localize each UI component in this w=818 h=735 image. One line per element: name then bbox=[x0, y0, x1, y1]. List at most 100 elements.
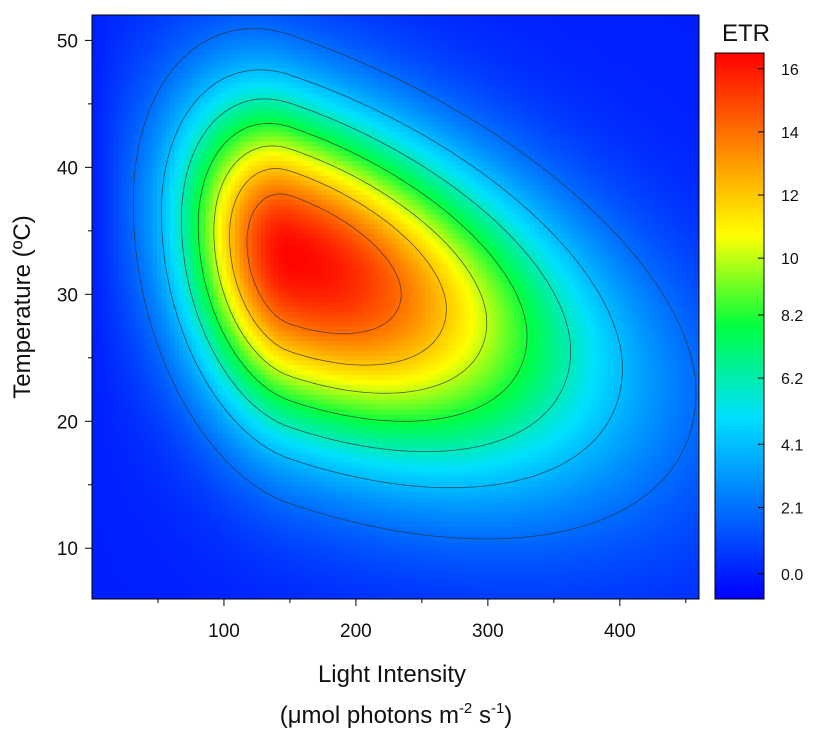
heatmap-cell bbox=[170, 165, 175, 172]
heatmap-cell bbox=[256, 345, 262, 352]
heatmap-cell bbox=[135, 302, 141, 308]
heatmap-cell bbox=[157, 564, 162, 571]
heatmap-cell bbox=[226, 433, 232, 439]
heatmap-cell bbox=[248, 404, 254, 410]
heatmap-cell bbox=[248, 394, 254, 401]
heatmap-cell bbox=[105, 516, 110, 522]
heatmap-cell bbox=[217, 258, 223, 264]
heatmap-cell bbox=[144, 564, 149, 571]
heatmap-cell bbox=[148, 545, 154, 551]
heatmap-cell bbox=[122, 204, 128, 211]
heatmap-cell bbox=[187, 579, 193, 585]
heatmap-cell bbox=[230, 365, 236, 371]
heatmap-cell bbox=[187, 243, 193, 250]
heatmap-cell bbox=[92, 268, 97, 274]
heatmap-cell bbox=[265, 336, 271, 342]
heatmap-cell bbox=[269, 204, 275, 211]
heatmap-cell bbox=[135, 418, 141, 425]
heatmap-cell bbox=[92, 555, 97, 561]
heatmap-cell bbox=[92, 253, 97, 259]
heatmap-cell bbox=[109, 555, 115, 561]
heatmap-cell bbox=[126, 234, 132, 240]
heatmap-cell bbox=[239, 414, 245, 420]
heatmap-cell bbox=[152, 545, 158, 551]
heatmap-cell bbox=[183, 136, 188, 143]
heatmap-cell bbox=[226, 258, 232, 264]
heatmap-cell bbox=[252, 423, 258, 430]
heatmap-cell bbox=[165, 44, 171, 50]
heatmap-cell bbox=[204, 579, 210, 585]
heatmap-cell bbox=[113, 195, 119, 201]
heatmap-cell bbox=[165, 555, 171, 561]
heatmap-cell bbox=[105, 443, 110, 449]
heatmap-cell bbox=[235, 302, 241, 308]
heatmap-cell bbox=[226, 268, 232, 274]
heatmap-cell bbox=[235, 530, 241, 537]
heatmap-cell bbox=[222, 297, 228, 303]
heatmap-cell bbox=[161, 234, 167, 240]
heatmap-cell bbox=[135, 579, 141, 585]
heatmap-cell bbox=[126, 462, 132, 469]
heatmap-cell bbox=[269, 297, 275, 303]
heatmap-cell bbox=[152, 107, 158, 113]
heatmap-cell bbox=[105, 39, 110, 45]
heatmap-cell bbox=[100, 122, 106, 128]
heatmap-cell bbox=[217, 511, 223, 517]
heatmap-cell bbox=[100, 316, 106, 323]
heatmap-cell bbox=[213, 292, 219, 298]
heatmap-cell bbox=[139, 506, 145, 512]
heatmap-cell bbox=[269, 355, 275, 362]
heatmap-cell bbox=[252, 574, 258, 581]
heatmap-cell bbox=[135, 550, 141, 556]
heatmap-cell bbox=[191, 345, 197, 352]
heatmap-cell bbox=[109, 360, 115, 366]
heatmap-cell bbox=[252, 282, 258, 289]
heatmap-cell bbox=[100, 564, 106, 571]
heatmap-cell bbox=[135, 170, 141, 177]
heatmap-cell bbox=[248, 375, 254, 381]
heatmap-cell bbox=[165, 122, 171, 128]
heatmap-cell bbox=[239, 131, 245, 138]
heatmap-cell bbox=[235, 564, 241, 571]
heatmap-cell bbox=[213, 238, 219, 245]
heatmap-cell bbox=[213, 428, 219, 435]
heatmap-cell bbox=[144, 350, 149, 357]
heatmap-cell bbox=[118, 190, 123, 196]
heatmap-cell bbox=[170, 321, 175, 328]
heatmap-cell bbox=[92, 594, 97, 599]
heatmap-cell bbox=[148, 477, 154, 483]
heatmap-cell bbox=[256, 574, 262, 581]
heatmap-cell bbox=[122, 482, 128, 488]
heatmap-cell bbox=[144, 165, 149, 172]
heatmap-cell bbox=[261, 404, 267, 410]
heatmap-cell bbox=[161, 15, 167, 21]
heatmap-cell bbox=[122, 404, 128, 410]
heatmap-cell bbox=[100, 409, 106, 415]
heatmap-cell bbox=[243, 63, 249, 70]
heatmap-cell bbox=[100, 175, 106, 182]
heatmap-cell bbox=[126, 345, 132, 352]
heatmap-cell bbox=[243, 112, 249, 118]
heatmap-cell bbox=[148, 185, 154, 191]
heatmap-cell bbox=[196, 555, 201, 561]
heatmap-cell bbox=[157, 418, 162, 425]
heatmap-cell bbox=[135, 506, 141, 512]
heatmap-cell bbox=[226, 117, 232, 123]
heatmap-cell bbox=[213, 472, 219, 478]
heatmap-cell bbox=[248, 238, 254, 245]
heatmap-cell bbox=[174, 404, 180, 410]
heatmap-cell bbox=[109, 311, 115, 318]
heatmap-cell bbox=[122, 414, 128, 420]
heatmap-cell bbox=[256, 277, 262, 284]
heatmap-cell bbox=[200, 394, 206, 401]
heatmap-cell bbox=[187, 482, 193, 488]
heatmap-cell bbox=[183, 375, 188, 381]
heatmap-cell bbox=[239, 389, 245, 396]
heatmap-cell bbox=[213, 589, 219, 595]
heatmap-cell bbox=[161, 360, 167, 366]
heatmap-cell bbox=[191, 195, 197, 201]
heatmap-cell bbox=[235, 399, 241, 405]
heatmap-cell bbox=[265, 307, 271, 313]
heatmap-cell bbox=[139, 73, 145, 79]
heatmap-cell bbox=[92, 112, 97, 118]
